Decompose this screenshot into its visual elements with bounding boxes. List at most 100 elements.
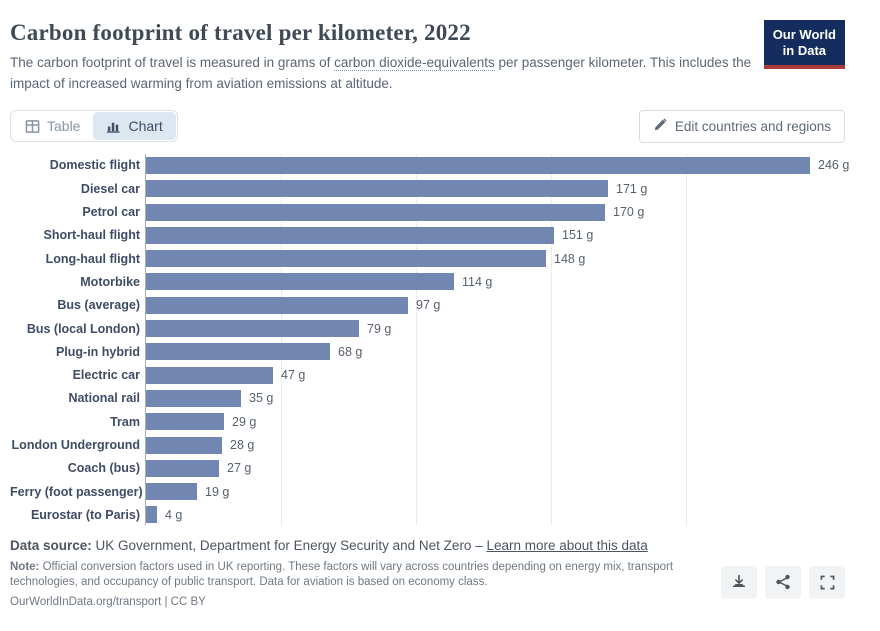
category-label: Bus (average) (57, 298, 140, 313)
bar[interactable] (146, 343, 330, 361)
value-label: 246 g (818, 158, 850, 173)
value-label: 171 g (616, 181, 648, 196)
bar-track: 35 g (145, 389, 845, 407)
bar-row: Motorbike 114 g (10, 270, 845, 293)
category-label: Ferry (foot passenger) (10, 484, 143, 499)
value-label: 148 g (554, 251, 586, 266)
bar-track: 97 g (145, 296, 845, 314)
bar[interactable] (146, 273, 454, 291)
value-label: 29 g (232, 414, 257, 429)
bar[interactable] (146, 389, 241, 407)
action-buttons (721, 565, 845, 599)
bar-row: Electric car 47 g (10, 364, 845, 387)
bar[interactable] (146, 506, 157, 524)
value-label: 114 g (462, 274, 493, 289)
category-label: Tram (110, 414, 140, 429)
bar-track: 148 g (145, 250, 845, 268)
chart-footer: Data source: UK Government, Department f… (10, 538, 845, 608)
owid-logo[interactable]: Our World in Data (763, 20, 845, 69)
category-label: Short-haul flight (43, 228, 140, 243)
bar[interactable] (146, 436, 222, 454)
bar-track: 170 g (145, 203, 845, 221)
subtitle-term-link[interactable]: carbon dioxide-equivalents (334, 55, 495, 71)
value-label: 170 g (613, 205, 645, 220)
bar-row: Domestic flight 246 g (10, 154, 849, 177)
bar-chart-icon (106, 119, 121, 134)
share-icon (775, 574, 791, 590)
bar-row: Bus (average) 97 g (10, 294, 845, 317)
fullscreen-icon (820, 575, 835, 590)
bar[interactable] (146, 413, 224, 431)
note-label: Note: (10, 560, 40, 573)
bar[interactable] (146, 203, 605, 221)
bar-row: Short-haul flight 151 g (10, 224, 845, 247)
bar[interactable] (146, 483, 197, 501)
chart-subtitle: The carbon footprint of travel is measur… (10, 53, 762, 95)
controls-row: Table Chart Edit countries and regions (10, 109, 845, 143)
bar-track: 79 g (145, 320, 845, 338)
category-label: Motorbike (80, 274, 140, 289)
category-label: Coach (bus) (67, 461, 140, 476)
subtitle-text-suffix: per passenger kilometer. This includes t… (10, 55, 752, 91)
pencil-icon (653, 118, 667, 135)
category-label: Diesel car (80, 181, 140, 196)
bar[interactable] (146, 156, 810, 174)
category-label: National rail (68, 391, 140, 406)
bar-track: 28 g (145, 436, 845, 454)
category-label: London Underground (11, 438, 140, 453)
logo-line-1: Our World (772, 27, 836, 42)
chart-header: Carbon footprint of travel per kilometer… (10, 18, 845, 95)
bar-row: Diesel car 171 g (10, 177, 845, 200)
citation-line: OurWorldInData.org/transport | CC BY (10, 595, 206, 608)
bar-row: Long-haul flight 148 g (10, 247, 845, 270)
category-label: Petrol car (82, 205, 140, 220)
bar[interactable] (146, 226, 554, 244)
bar-chart: Domestic flight 246 g Diesel car 171 g Petro… (10, 153, 849, 527)
table-icon (25, 119, 40, 134)
fullscreen-button[interactable] (809, 565, 845, 599)
bar[interactable] (146, 250, 546, 268)
data-source-text: UK Government, Department for Energy Sec… (91, 537, 487, 553)
bar[interactable] (146, 366, 273, 384)
value-label: 19 g (205, 484, 230, 499)
footer-bottom: Note: Official conversion factors used i… (10, 560, 845, 608)
category-label: Electric car (72, 368, 140, 383)
share-button[interactable] (765, 565, 801, 599)
edit-countries-button[interactable]: Edit countries and regions (638, 109, 845, 143)
bar-track: 246 g (145, 156, 850, 174)
value-label: 79 g (367, 321, 392, 336)
value-label: 47 g (281, 368, 306, 383)
tab-table-label: Table (47, 118, 81, 135)
bar-row: Bus (local London) 79 g (10, 317, 845, 340)
bar[interactable] (146, 459, 219, 477)
bar-row: Coach (bus) 27 g (10, 457, 845, 480)
bar-track: 171 g (145, 180, 845, 198)
category-label: Bus (local London) (26, 321, 140, 336)
tab-table[interactable]: Table (12, 112, 93, 140)
category-label: Domestic flight (49, 158, 140, 173)
bar[interactable] (146, 296, 408, 314)
bar[interactable] (146, 320, 359, 338)
page-title: Carbon footprint of travel per kilometer… (10, 20, 471, 45)
footer-notes: Note: Official conversion factors used i… (10, 560, 715, 608)
value-label: 27 g (227, 461, 252, 476)
data-source-line: Data source: UK Government, Department f… (10, 538, 845, 553)
bar-row: London Underground 28 g (10, 433, 845, 456)
tab-chart[interactable]: Chart (93, 112, 176, 141)
bar-track: 114 g (145, 273, 845, 291)
learn-more-link[interactable]: Learn more about this data (486, 537, 648, 553)
category-label: Eurostar (to Paris) (30, 507, 140, 522)
bar[interactable] (146, 180, 608, 198)
value-label: 35 g (249, 391, 274, 406)
bar-row: National rail 35 g (10, 387, 845, 410)
header-text: Carbon footprint of travel per kilometer… (10, 18, 762, 95)
bar-track: 68 g (145, 343, 845, 361)
download-button[interactable] (721, 565, 757, 599)
bar-row: Tram 29 g (10, 410, 845, 433)
value-label: 97 g (416, 298, 441, 313)
bar-track: 19 g (145, 483, 845, 501)
logo-line-2: in Data (782, 43, 827, 59)
bar-track: 47 g (145, 366, 845, 384)
data-source-label: Data source: (10, 537, 92, 553)
